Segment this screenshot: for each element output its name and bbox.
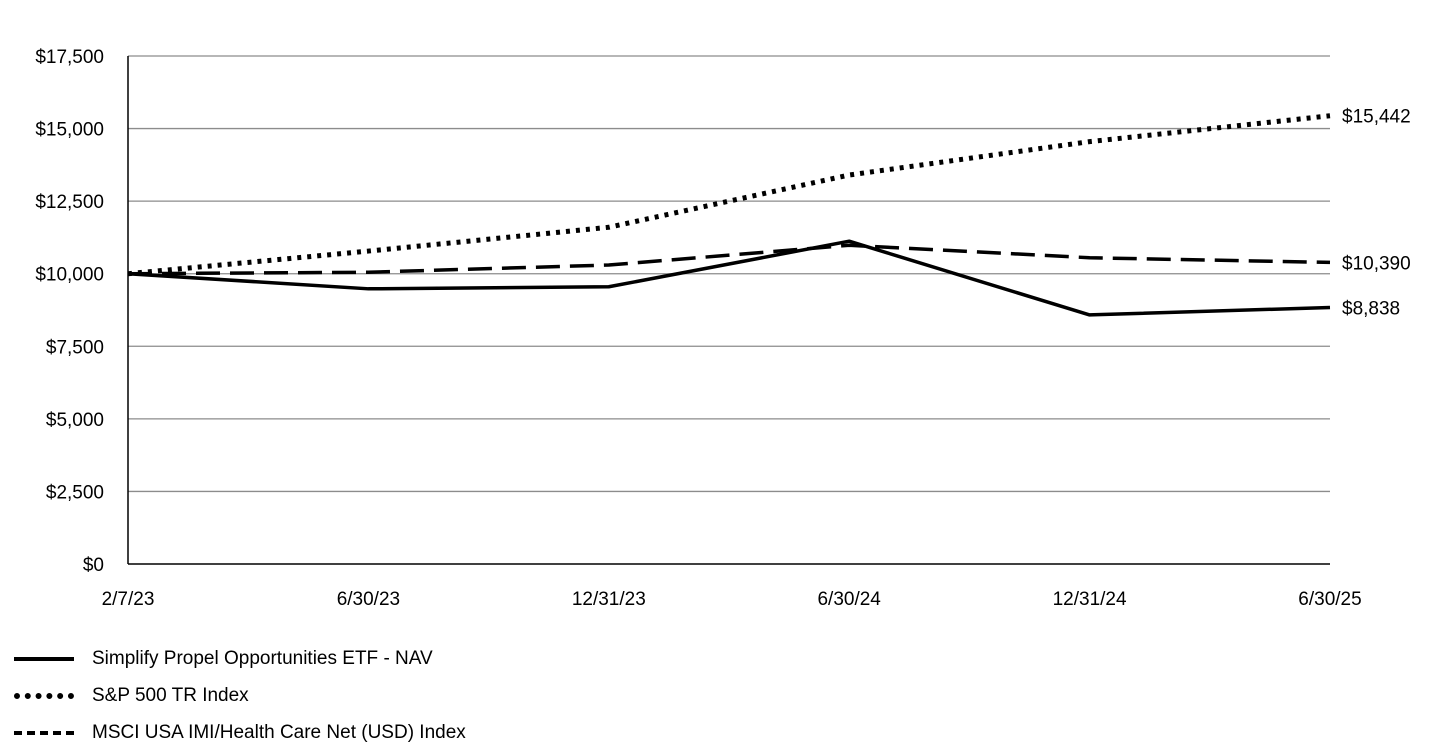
series-line-dotted — [127, 113, 1331, 277]
series-line-dashed — [127, 243, 1331, 276]
legend-item: MSCI USA IMI/Health Care Net (USD) Index — [14, 714, 466, 751]
legend-label: S&P 500 TR Index — [92, 684, 249, 706]
legend-swatch-dashed — [14, 730, 74, 735]
y-tick-label: $15,000 — [35, 120, 104, 141]
y-tick-label: $7,500 — [46, 337, 104, 358]
y-tick-label: $17,500 — [35, 47, 104, 68]
legend-item: S&P 500 TR Index — [14, 677, 466, 714]
series-line-solid — [127, 239, 1331, 317]
y-tick-label: $5,000 — [46, 410, 104, 431]
y-tick-label: $0 — [83, 555, 104, 576]
y-tick-label: $10,000 — [35, 265, 104, 286]
x-tick-label: 12/31/24 — [1053, 589, 1127, 610]
end-value-label: $8,838 — [1342, 298, 1400, 319]
y-tick-label: $2,500 — [46, 482, 104, 503]
legend-label: Simplify Propel Opportunities ETF - NAV — [92, 647, 433, 669]
legend-label: MSCI USA IMI/Health Care Net (USD) Index — [92, 721, 466, 743]
legend-item: Simplify Propel Opportunities ETF - NAV — [14, 640, 466, 677]
x-tick-label: 2/7/23 — [102, 589, 155, 610]
line-chart: $0 $2,500 $5,000 $7,500 $10,000 $12,500 $15,00… — [35, 47, 1411, 610]
y-tick-label: $12,500 — [35, 192, 104, 213]
x-tick-label: 6/30/25 — [1298, 589, 1361, 610]
legend-swatch-solid — [14, 656, 74, 661]
end-value-label: $10,390 — [1342, 253, 1411, 274]
legend: Simplify Propel Opportunities ETF - NAV … — [14, 640, 466, 751]
x-tick-label: 12/31/23 — [572, 589, 646, 610]
x-tick-label: 6/30/23 — [337, 589, 400, 610]
end-value-label: $15,442 — [1342, 107, 1411, 128]
legend-swatch-dotted — [14, 692, 74, 699]
x-tick-label: 6/30/24 — [817, 589, 881, 610]
